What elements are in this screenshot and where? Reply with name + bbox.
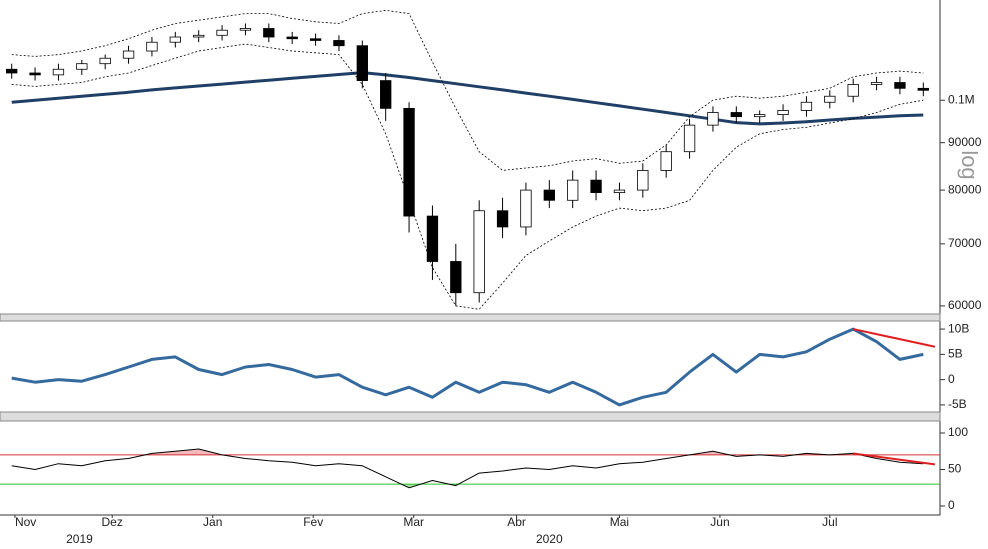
x-tick-label: Jul <box>822 515 837 529</box>
candle-body <box>824 95 836 103</box>
candle-body <box>613 189 626 194</box>
candle-body <box>193 34 205 38</box>
candle-body <box>426 215 439 262</box>
candle-body <box>146 41 158 52</box>
candle-body <box>520 189 532 228</box>
x-tick-label: Nov <box>15 515 36 529</box>
candle-body <box>122 50 135 59</box>
candle-body <box>660 151 672 171</box>
candle-body <box>496 210 509 228</box>
trendline <box>853 452 936 466</box>
candle-body <box>450 261 462 294</box>
candle-body <box>567 179 579 201</box>
y-tick-label: 10B <box>948 321 969 335</box>
line <box>11 448 924 489</box>
candle-body <box>52 68 65 76</box>
y-tick-label: 50 <box>948 462 962 476</box>
x-tick-label: Mai <box>610 515 629 529</box>
x-tick-label: Fev <box>303 515 323 529</box>
candle-body <box>543 189 555 201</box>
x-tick-label: Mar <box>403 515 424 529</box>
line <box>11 43 924 310</box>
y-tick-label: 70000 <box>948 236 982 250</box>
candle-body <box>894 82 906 89</box>
candle-body <box>590 179 602 194</box>
candle-body <box>683 124 696 153</box>
y-tick-label: 90000 <box>948 135 982 149</box>
y-tick-label: -5B <box>948 397 967 411</box>
y-tick-label: 0 <box>948 372 955 386</box>
y-tick-label: 100 <box>948 425 968 439</box>
scale-label: log <box>957 150 982 179</box>
candle-body <box>917 87 929 91</box>
candle-body <box>800 101 813 111</box>
candle-body <box>777 110 789 115</box>
candle-body <box>76 63 88 70</box>
candle-body <box>637 170 649 191</box>
x-tick-label: Dez <box>102 515 123 529</box>
x-tick-label: Abr <box>507 515 526 529</box>
candle-body <box>99 57 111 65</box>
candle-body <box>286 36 298 40</box>
x-tick-label: Jun <box>710 515 729 529</box>
candle-body <box>216 29 228 36</box>
line <box>11 71 924 126</box>
y-tick-label: 0.1M <box>948 92 975 106</box>
zone-fill <box>11 449 924 455</box>
year-label: 2020 <box>536 532 563 546</box>
candle-body <box>333 40 345 47</box>
line <box>11 327 924 407</box>
panel-divider <box>0 313 941 322</box>
panel-divider <box>0 411 941 422</box>
candle-body <box>309 38 322 41</box>
candle-body <box>473 210 485 294</box>
y-tick-label: 0 <box>948 498 955 512</box>
candle-body <box>169 36 181 43</box>
candle-body <box>6 68 18 74</box>
y-tick-label: 80000 <box>948 182 982 196</box>
candle-body <box>263 28 275 38</box>
candle-body <box>403 107 415 217</box>
candle-body <box>707 112 719 126</box>
year-label: 2019 <box>66 532 93 546</box>
candle-body <box>730 112 742 118</box>
line <box>11 10 924 171</box>
y-tick-label: 5B <box>948 347 963 361</box>
trendline <box>852 328 936 348</box>
candle-body <box>870 82 883 85</box>
x-tick-label: Jan <box>203 515 222 529</box>
candle-body <box>356 45 368 81</box>
candle-body <box>239 28 252 31</box>
candle-body <box>754 114 766 118</box>
candle-body <box>29 72 41 76</box>
candle-body <box>847 84 859 97</box>
y-tick-label: 60000 <box>948 298 982 312</box>
candle-body <box>380 80 392 109</box>
